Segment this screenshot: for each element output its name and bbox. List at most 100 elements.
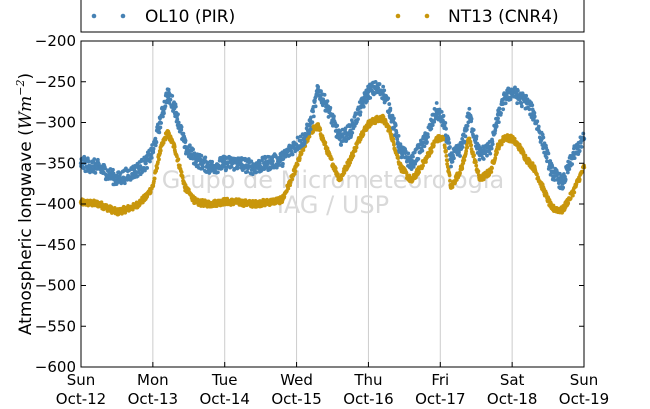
data-point-dense xyxy=(475,151,480,155)
data-point-dense xyxy=(93,170,98,175)
data-point-dense xyxy=(577,149,582,153)
data-point-dense xyxy=(489,170,494,174)
data-point-dense xyxy=(177,163,182,168)
y-tick-label: −500 xyxy=(35,277,76,295)
data-point-dense xyxy=(330,123,335,128)
data-point-dense xyxy=(373,80,378,84)
legend-label: NT13 (CNR4) xyxy=(448,7,559,27)
data-point-dense xyxy=(473,160,478,165)
data-point-dense xyxy=(368,95,373,100)
data-point-dense xyxy=(429,126,434,131)
data-point-dense xyxy=(149,155,154,160)
data-point-dense xyxy=(421,140,426,145)
data-point-dense xyxy=(515,101,520,106)
data-point-dense xyxy=(421,163,425,168)
x-tick-day-label: Sun xyxy=(67,371,96,389)
data-point-dense xyxy=(157,157,161,162)
data-point-dense xyxy=(158,148,163,153)
data-point-dense xyxy=(444,148,448,153)
data-point-dense xyxy=(519,104,524,109)
data-point-dense xyxy=(532,110,537,115)
data-point-dense xyxy=(471,127,476,132)
data-point-dense xyxy=(335,123,340,128)
data-point-dense xyxy=(293,169,298,174)
x-tick-day-label: Sun xyxy=(570,371,599,389)
y-tick-label: −250 xyxy=(35,73,76,91)
data-point-dense xyxy=(513,85,517,90)
data-point-dense xyxy=(323,140,328,145)
data-points xyxy=(78,80,587,217)
data-point-dense xyxy=(472,153,476,158)
data-point-dense xyxy=(148,190,153,194)
axis-ticks: SunOct-12MonOct-13TueOct-14WedOct-15ThuO… xyxy=(35,32,609,408)
data-point-dense xyxy=(166,87,171,92)
data-point-dense xyxy=(135,174,140,178)
data-point-dense xyxy=(577,177,582,182)
data-point-dense xyxy=(151,146,156,151)
data-point-dense xyxy=(496,120,501,125)
data-point-dense xyxy=(495,117,500,121)
data-point-dense xyxy=(572,190,577,195)
data-point-dense xyxy=(151,150,156,155)
legend-label: OL10 (PIR) xyxy=(145,7,235,27)
data-point-dense xyxy=(445,158,450,163)
data-point-dense xyxy=(376,85,381,90)
data-point-dense xyxy=(328,105,333,110)
data-point-dense xyxy=(249,159,254,164)
data-point-dense xyxy=(82,154,87,159)
data-point-dense xyxy=(253,198,258,203)
data-point-dense xyxy=(162,111,166,116)
x-tick-day-label: Mon xyxy=(137,371,169,389)
data-point-dense xyxy=(361,104,366,109)
data-point-dense xyxy=(153,136,158,141)
data-point-dense xyxy=(429,149,434,154)
data-point-dense xyxy=(391,137,396,141)
data-point-dense xyxy=(350,130,355,135)
data-point-dense xyxy=(290,152,295,157)
data-point-dense xyxy=(469,143,474,148)
data-point-dense xyxy=(381,84,386,89)
data-point-dense xyxy=(250,205,255,209)
data-point-dense xyxy=(179,170,184,174)
data-point-dense xyxy=(395,137,400,142)
y-tick-label: −200 xyxy=(35,32,76,50)
data-point-dense xyxy=(499,111,503,116)
data-point-dense xyxy=(417,170,421,175)
data-point-dense xyxy=(478,146,483,151)
data-point-dense xyxy=(546,151,551,156)
x-tick-date-label: Oct-12 xyxy=(56,390,106,408)
data-point-dense xyxy=(158,125,163,130)
data-point-dense xyxy=(342,171,347,175)
data-point-dense xyxy=(493,156,498,160)
data-point-dense xyxy=(351,153,356,158)
data-point-dense xyxy=(532,114,537,119)
data-point-dense xyxy=(581,131,586,136)
data-point-dense xyxy=(460,137,465,141)
legend-marker xyxy=(424,13,430,19)
data-point-dense xyxy=(443,121,448,125)
data-point-dense xyxy=(468,139,473,144)
data-point-dense xyxy=(203,155,208,160)
data-point-dense xyxy=(432,119,437,124)
data-point-dense xyxy=(325,99,330,104)
data-point-dense xyxy=(435,114,439,119)
data-point-dense xyxy=(544,155,549,160)
data-point-dense xyxy=(307,130,312,135)
y-axis-label: Atmospheric longwave (Wm−2) xyxy=(14,73,36,335)
data-point-dense xyxy=(448,178,452,183)
series-0 xyxy=(78,80,587,191)
data-point-dense xyxy=(524,93,529,98)
data-point-dense xyxy=(295,135,300,140)
data-point-dense xyxy=(450,159,455,164)
data-point-dense xyxy=(155,122,160,127)
data-point-dense xyxy=(187,152,192,157)
data-point-dense xyxy=(111,167,115,172)
data-point-dense xyxy=(250,172,255,177)
data-point-dense xyxy=(181,131,186,136)
data-point-dense xyxy=(565,170,570,175)
data-point-dense xyxy=(490,142,495,147)
data-point-dense xyxy=(153,143,158,148)
data-point-dense xyxy=(388,125,392,130)
data-point-dense xyxy=(570,193,575,198)
